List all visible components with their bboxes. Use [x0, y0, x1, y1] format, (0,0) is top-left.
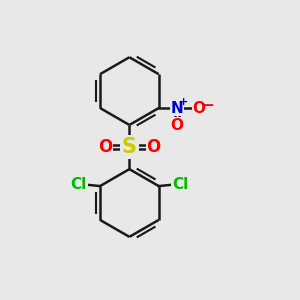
- Text: N: N: [171, 100, 183, 116]
- Text: O: O: [98, 138, 112, 156]
- Text: −: −: [201, 98, 214, 112]
- Text: O: O: [170, 118, 184, 133]
- Text: O: O: [146, 138, 161, 156]
- Text: Cl: Cl: [71, 177, 87, 192]
- Text: S: S: [122, 137, 137, 157]
- Text: +: +: [179, 97, 188, 106]
- Text: O: O: [193, 100, 206, 116]
- Text: Cl: Cl: [172, 177, 188, 192]
